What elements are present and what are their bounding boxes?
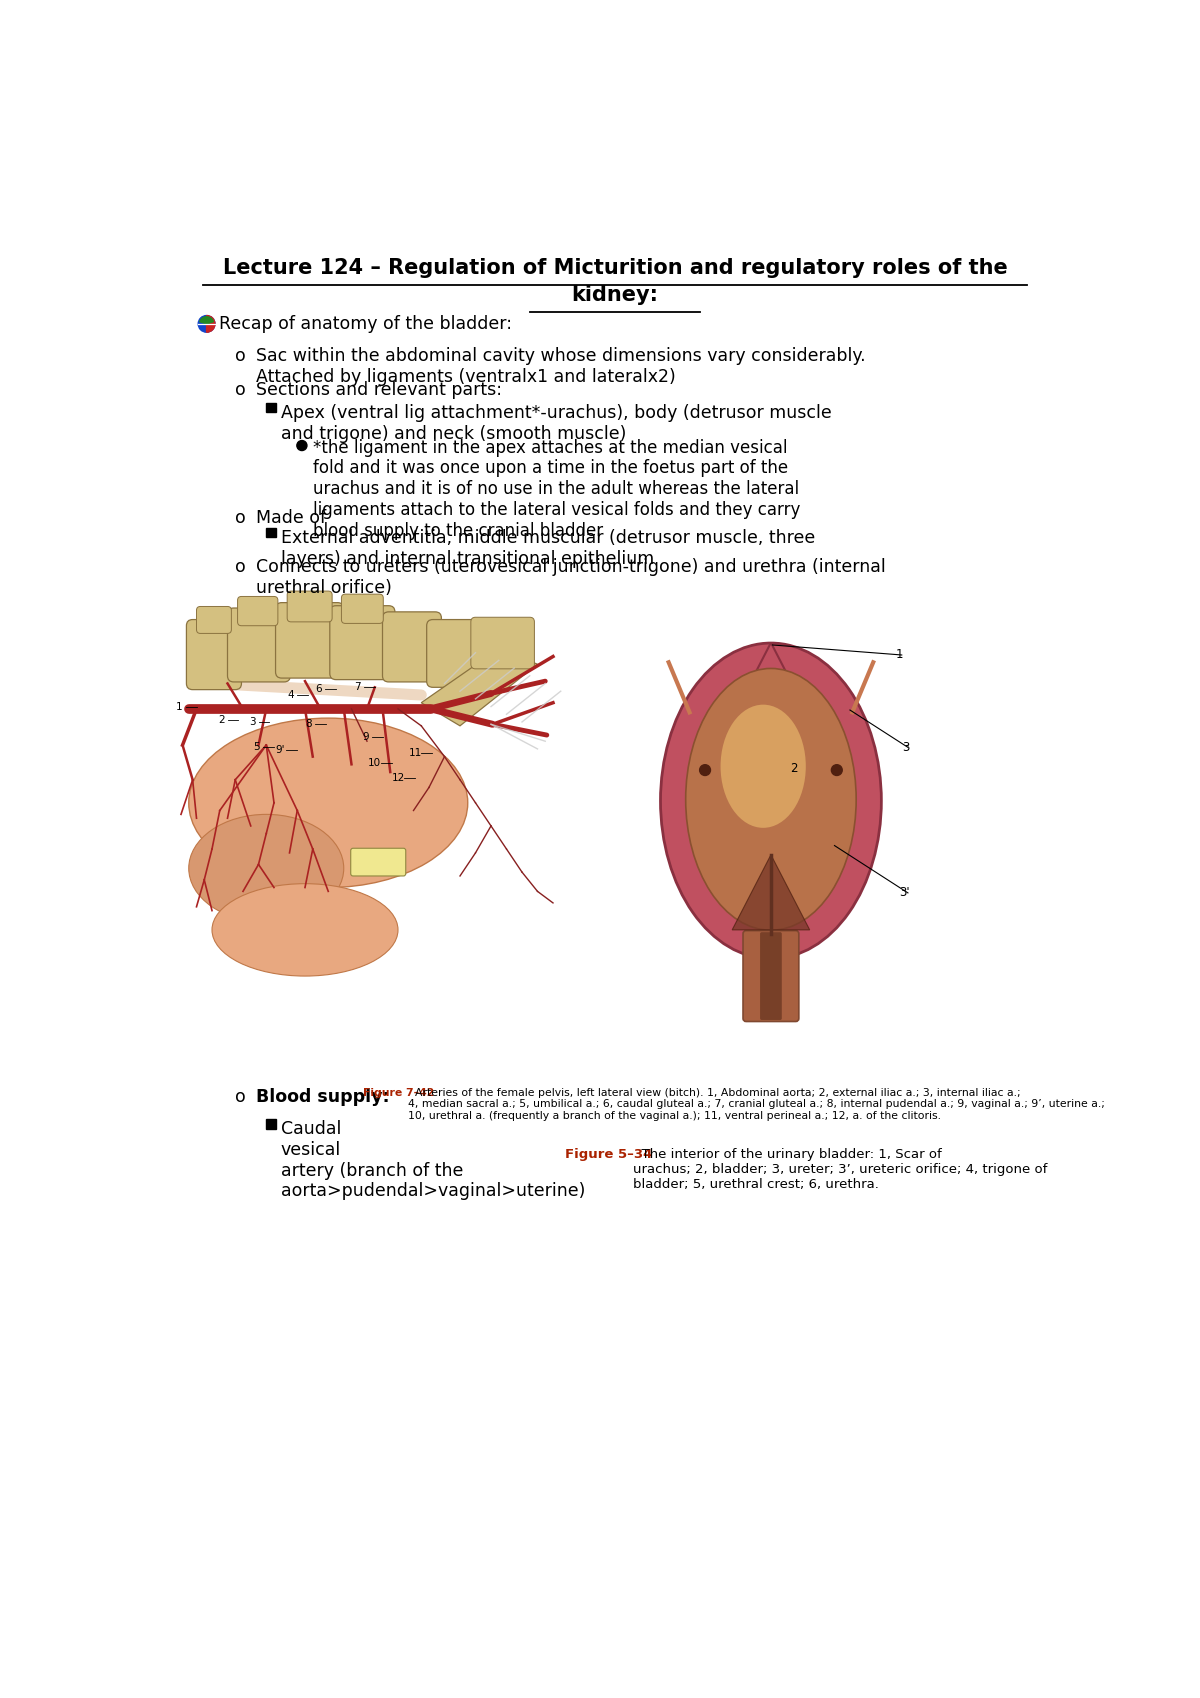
Circle shape — [700, 764, 710, 776]
Polygon shape — [754, 642, 788, 676]
Text: 8: 8 — [306, 720, 312, 728]
FancyBboxPatch shape — [427, 620, 481, 688]
Text: o: o — [235, 380, 246, 399]
Text: 7: 7 — [354, 683, 361, 693]
Bar — [266, 1119, 276, 1129]
Text: Sac within the abdominal cavity whose dimensions vary considerably.
Attached by : Sac within the abdominal cavity whose di… — [256, 346, 866, 385]
Ellipse shape — [188, 718, 468, 888]
Text: o: o — [235, 346, 246, 365]
Text: 3: 3 — [902, 740, 910, 754]
FancyBboxPatch shape — [383, 611, 442, 683]
FancyBboxPatch shape — [760, 932, 781, 1020]
Text: 4: 4 — [288, 689, 294, 700]
FancyBboxPatch shape — [743, 931, 799, 1022]
FancyBboxPatch shape — [238, 596, 278, 627]
Text: kidney:: kidney: — [571, 285, 659, 306]
Bar — [266, 402, 276, 413]
Text: 12: 12 — [391, 773, 404, 783]
Text: 9': 9' — [276, 745, 284, 756]
Text: 1: 1 — [176, 701, 182, 711]
Bar — [650, 642, 925, 1022]
FancyBboxPatch shape — [350, 849, 406, 876]
Text: 3': 3' — [899, 886, 910, 900]
Text: Blood supply:: Blood supply: — [256, 1088, 390, 1105]
Text: Figure 5–34: Figure 5–34 — [565, 1148, 652, 1161]
Text: o: o — [235, 1088, 246, 1105]
Circle shape — [296, 440, 307, 450]
Text: 10: 10 — [368, 757, 382, 767]
FancyBboxPatch shape — [186, 620, 241, 689]
Text: Apex (ventral lig attachment*-urachus), body (detrusor muscle
and trigone) and n: Apex (ventral lig attachment*-urachus), … — [281, 404, 832, 443]
Text: 1: 1 — [895, 649, 904, 662]
FancyBboxPatch shape — [330, 606, 395, 679]
Text: 3: 3 — [248, 717, 256, 727]
Polygon shape — [421, 649, 538, 725]
Text: 2: 2 — [218, 715, 224, 725]
Text: *the ligament in the apex attaches at the median vesical
fold and it was once up: *the ligament in the apex attaches at th… — [313, 438, 800, 540]
Text: Lecture 124 – Regulation of Micturition and regulatory roles of the: Lecture 124 – Regulation of Micturition … — [223, 258, 1007, 278]
Text: Sections and relevant parts:: Sections and relevant parts: — [256, 380, 502, 399]
FancyBboxPatch shape — [197, 606, 232, 633]
FancyBboxPatch shape — [276, 603, 343, 678]
Text: Made of: Made of — [256, 509, 326, 526]
Text: o: o — [235, 509, 246, 526]
Wedge shape — [206, 316, 215, 333]
FancyBboxPatch shape — [228, 608, 290, 683]
Ellipse shape — [188, 815, 343, 922]
Circle shape — [832, 764, 842, 776]
Ellipse shape — [685, 669, 856, 931]
FancyBboxPatch shape — [470, 618, 534, 669]
Text: Recap of anatomy of the bladder:: Recap of anatomy of the bladder: — [218, 314, 512, 333]
Circle shape — [198, 316, 215, 333]
Bar — [266, 528, 276, 537]
Text: 2: 2 — [791, 762, 798, 774]
Text: 9: 9 — [362, 732, 368, 742]
Text: 11: 11 — [408, 747, 421, 757]
Text: Figure 7–42: Figure 7–42 — [364, 1088, 434, 1097]
Text: 5: 5 — [253, 742, 260, 752]
FancyBboxPatch shape — [287, 591, 332, 621]
Wedge shape — [199, 318, 214, 324]
Text: o: o — [235, 559, 246, 576]
Ellipse shape — [720, 705, 806, 829]
Text: The interior of the urinary bladder: 1, Scar of
urachus; 2, bladder; 3, ureter; : The interior of the urinary bladder: 1, … — [632, 1148, 1048, 1190]
Text: Arteries of the female pelvis, left lateral view (bitch). 1, Abdominal aorta; 2,: Arteries of the female pelvis, left late… — [408, 1088, 1105, 1121]
Ellipse shape — [212, 883, 398, 976]
Text: Connects to ureters (uterovesical junction-trigone) and urethra (internal
urethr: Connects to ureters (uterovesical juncti… — [256, 559, 886, 596]
FancyBboxPatch shape — [342, 594, 383, 623]
Text: 6: 6 — [316, 684, 323, 694]
Text: Caudal
vesical
artery (branch of the
aorta>pudendal>vaginal>uterine): Caudal vesical artery (branch of the aor… — [281, 1121, 586, 1200]
Polygon shape — [732, 854, 810, 931]
Ellipse shape — [660, 644, 881, 959]
Text: External adventitia, middle muscular (detrusor muscle, three
layers) and interna: External adventitia, middle muscular (de… — [281, 528, 815, 567]
Bar — [178, 642, 635, 1061]
